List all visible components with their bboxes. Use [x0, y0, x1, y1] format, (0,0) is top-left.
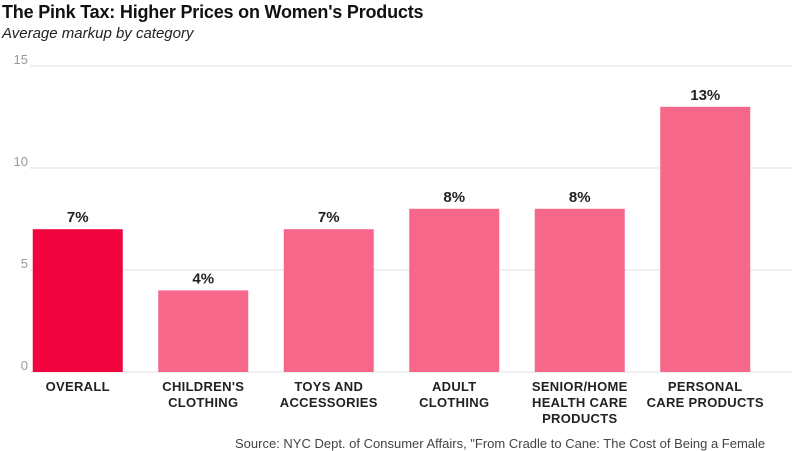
category-label-line: CARE PRODUCTS [647, 395, 764, 410]
bar [409, 208, 500, 372]
bar [534, 208, 625, 372]
chart-title: The Pink Tax: Higher Prices on Women's P… [2, 2, 424, 22]
category-label-line: CLOTHING [168, 395, 238, 410]
bar [660, 106, 751, 373]
y-tick-label: 5 [21, 256, 28, 271]
bar [32, 229, 123, 372]
category-label-line: ADULT [432, 379, 477, 394]
value-label: 8% [443, 189, 465, 206]
category-label-line: TOYS AND [294, 379, 363, 394]
category-label: SENIOR/HOME HEALTH CARE PRODUCTS [532, 379, 628, 426]
value-label: 4% [192, 270, 214, 287]
category-label-line: PRODUCTS [542, 411, 617, 426]
category-label-line: OVERALL [46, 379, 110, 394]
y-tick-label: 10 [14, 154, 28, 169]
category-label-line: HEALTH CARE [532, 395, 628, 410]
y-tick-label: 0 [21, 358, 28, 373]
category-label-line: SENIOR/HOME [532, 379, 628, 394]
category-label-line: ACCESSORIES [280, 395, 378, 410]
value-label: 13% [690, 87, 720, 104]
category-label-line: CLOTHING [419, 395, 489, 410]
value-label: 7% [67, 209, 89, 226]
bars [32, 106, 751, 373]
value-labels: 7% 4% 7% 8% 8% 13% [67, 87, 720, 288]
bar [283, 229, 374, 372]
y-tick-label: 15 [14, 52, 28, 67]
category-label: ADULT CLOTHING [419, 379, 489, 410]
source-note: Source: NYC Dept. of Consumer Affairs, "… [235, 436, 766, 451]
category-label: PERSONAL CARE PRODUCTS [647, 379, 764, 410]
category-label-line: CHILDREN'S [162, 379, 244, 394]
category-label-line: PERSONAL [668, 379, 743, 394]
chart-subtitle: Average markup by category [2, 25, 194, 42]
y-axis-ticks: 0 5 10 15 [14, 52, 28, 373]
value-label: 7% [318, 209, 340, 226]
category-label: CHILDREN'S CLOTHING [162, 379, 244, 410]
category-label: TOYS AND ACCESSORIES [280, 379, 378, 410]
bar [158, 290, 249, 372]
value-label: 8% [569, 189, 591, 206]
category-label: OVERALL [46, 379, 110, 394]
